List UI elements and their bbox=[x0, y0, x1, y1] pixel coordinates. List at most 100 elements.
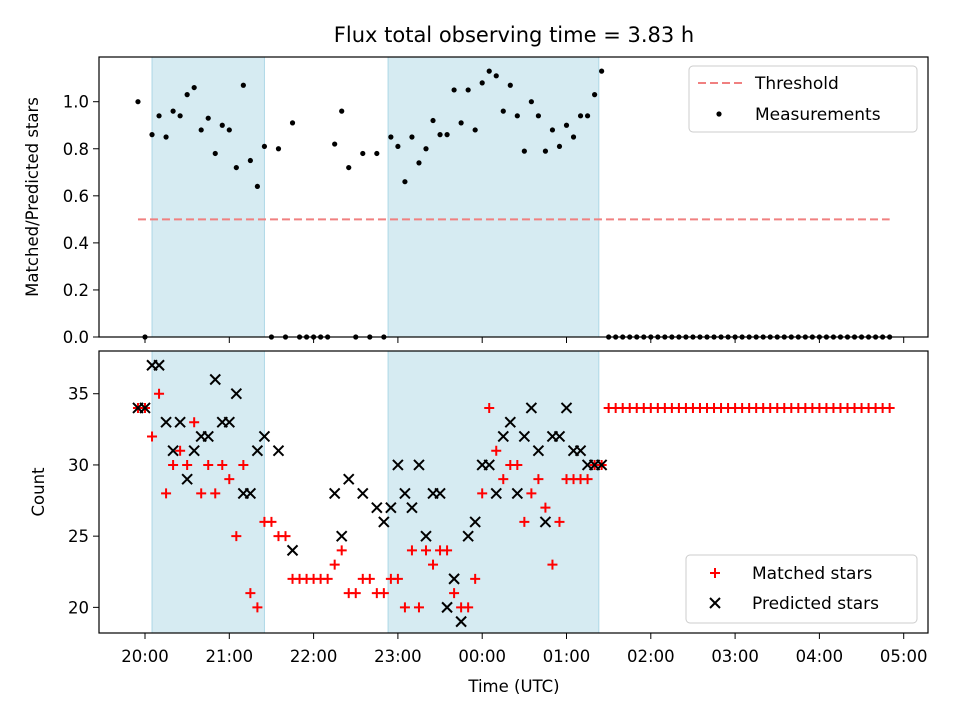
measurement-point bbox=[360, 150, 366, 157]
predicted-star-marker bbox=[181, 473, 193, 485]
matched-star-marker bbox=[154, 388, 165, 399]
matched-star-marker bbox=[336, 545, 347, 556]
bottom-y-tick-label: 30 bbox=[68, 456, 89, 475]
predicted-star-marker bbox=[153, 359, 165, 371]
predicted-star-marker bbox=[497, 430, 509, 443]
legend-matched-label: Matched stars bbox=[752, 564, 872, 584]
bottom-panel: 20 25 30 35 20:00 21:00 22:00 23:00 00:00 01:00 0… bbox=[29, 350, 929, 696]
matched-star-marker bbox=[406, 545, 417, 556]
measurement-point bbox=[198, 127, 204, 133]
measurement-point bbox=[444, 132, 450, 138]
bottom-legend: Matched stars Predicted stars bbox=[685, 554, 918, 624]
predicted-star-marker bbox=[371, 501, 383, 514]
predicted-star-marker bbox=[392, 459, 404, 471]
matched-star-marker bbox=[217, 459, 228, 470]
measurement-point bbox=[339, 108, 345, 114]
measurement-point bbox=[451, 87, 457, 93]
top-y-axis-ticks: 0.0 0.2 0.4 0.6 0.8 1.0 bbox=[63, 93, 99, 347]
measurement-point bbox=[423, 146, 429, 152]
measurement-point bbox=[177, 113, 183, 119]
legend-threshold-label: Threshold bbox=[754, 74, 839, 94]
measurement-point bbox=[156, 113, 162, 119]
x-tick-label: 23:00 bbox=[374, 647, 422, 666]
x-tick-label: 22:00 bbox=[290, 647, 338, 666]
matched-star-marker bbox=[582, 474, 593, 485]
measurement-point bbox=[240, 82, 246, 88]
matched-star-marker bbox=[498, 474, 509, 485]
matched-star-marker bbox=[477, 488, 488, 499]
predicted-star-marker bbox=[532, 444, 545, 457]
measurement-point bbox=[170, 108, 176, 114]
measurement-point bbox=[247, 157, 253, 164]
bottom-legend-frame bbox=[685, 554, 918, 624]
legend-measurements-swatch bbox=[716, 111, 722, 117]
top-y-tick-label: 1.0 bbox=[63, 93, 89, 112]
predicted-star-marker bbox=[504, 416, 517, 428]
matched-star-marker bbox=[224, 474, 235, 485]
measurement-point bbox=[416, 160, 422, 166]
predicted-star-marker bbox=[455, 615, 467, 628]
predicted-star-marker bbox=[167, 444, 179, 457]
measurement-point bbox=[388, 134, 394, 140]
measurement-point bbox=[437, 132, 443, 138]
predicted-stars-series bbox=[132, 359, 608, 628]
x-tick-label: 03:00 bbox=[711, 647, 759, 666]
measurement-point bbox=[289, 120, 296, 126]
matched-star-marker bbox=[884, 402, 895, 413]
matched-star-marker bbox=[210, 488, 221, 499]
matched-star-marker bbox=[378, 588, 389, 599]
measurement-point bbox=[184, 92, 190, 98]
top-y-axis-label: Matched/Predicted stars bbox=[23, 97, 42, 297]
matched-star-marker bbox=[280, 531, 291, 542]
legend-predicted-swatch bbox=[709, 597, 721, 609]
predicted-star-marker bbox=[490, 487, 502, 500]
matched-star-marker bbox=[512, 459, 523, 470]
matched-star-marker bbox=[484, 402, 495, 413]
measurement-point bbox=[549, 127, 556, 133]
x-tick-label: 21:00 bbox=[206, 647, 254, 666]
top-y-tick-label: 0.8 bbox=[63, 140, 89, 159]
predicted-star-marker bbox=[553, 430, 566, 443]
matched-star-marker bbox=[364, 573, 375, 584]
matched-star-marker bbox=[175, 445, 186, 456]
chart-title: Flux total observing time = 3.83 h bbox=[334, 23, 694, 47]
matched-star-marker bbox=[245, 588, 256, 599]
bottom-y-tick-label: 25 bbox=[68, 527, 89, 546]
bottom-y-tick-label: 20 bbox=[68, 598, 89, 617]
measurement-point bbox=[500, 108, 506, 114]
matched-star-marker bbox=[252, 602, 263, 613]
matched-star-marker bbox=[329, 559, 340, 570]
bottom-y-axis-ticks: 20 25 30 35 bbox=[68, 385, 99, 617]
x-tick-label: 00:00 bbox=[458, 647, 506, 666]
matched-star-marker bbox=[203, 459, 214, 470]
top-x-axis-ticks bbox=[144, 337, 905, 343]
top-legend: Threshold Measurements bbox=[688, 65, 918, 133]
predicted-star-marker bbox=[286, 544, 299, 557]
legend-predicted-label: Predicted stars bbox=[752, 594, 879, 614]
predicted-star-marker bbox=[139, 402, 151, 414]
predicted-star-marker bbox=[462, 530, 474, 542]
measurement-point bbox=[374, 150, 380, 157]
bottom-plot-frame bbox=[98, 350, 929, 634]
matched-star-marker bbox=[533, 474, 544, 485]
predicted-star-marker bbox=[251, 444, 264, 457]
measurement-point bbox=[149, 132, 155, 138]
matched-star-marker bbox=[189, 417, 200, 428]
legend-matched-swatch bbox=[710, 568, 720, 578]
predicted-star-marker bbox=[420, 530, 432, 542]
x-tick-label: 01:00 bbox=[543, 647, 591, 666]
predicted-star-marker bbox=[595, 459, 608, 471]
predicted-star-marker bbox=[441, 601, 453, 614]
matched-star-marker bbox=[463, 602, 474, 613]
predicted-star-marker bbox=[448, 573, 460, 585]
predicted-star-marker bbox=[174, 416, 186, 428]
measurement-point bbox=[486, 68, 492, 74]
predicted-star-marker bbox=[328, 487, 341, 500]
predicted-star-marker bbox=[560, 402, 573, 414]
measurement-point bbox=[592, 92, 598, 98]
x-tick-label: 20:00 bbox=[121, 647, 169, 666]
predicted-star-marker bbox=[378, 516, 390, 528]
measurement-point bbox=[395, 143, 401, 150]
top-panel: 0.0 0.2 0.4 0.6 0.8 1.0 Matched/Predicted sta… bbox=[23, 56, 929, 347]
